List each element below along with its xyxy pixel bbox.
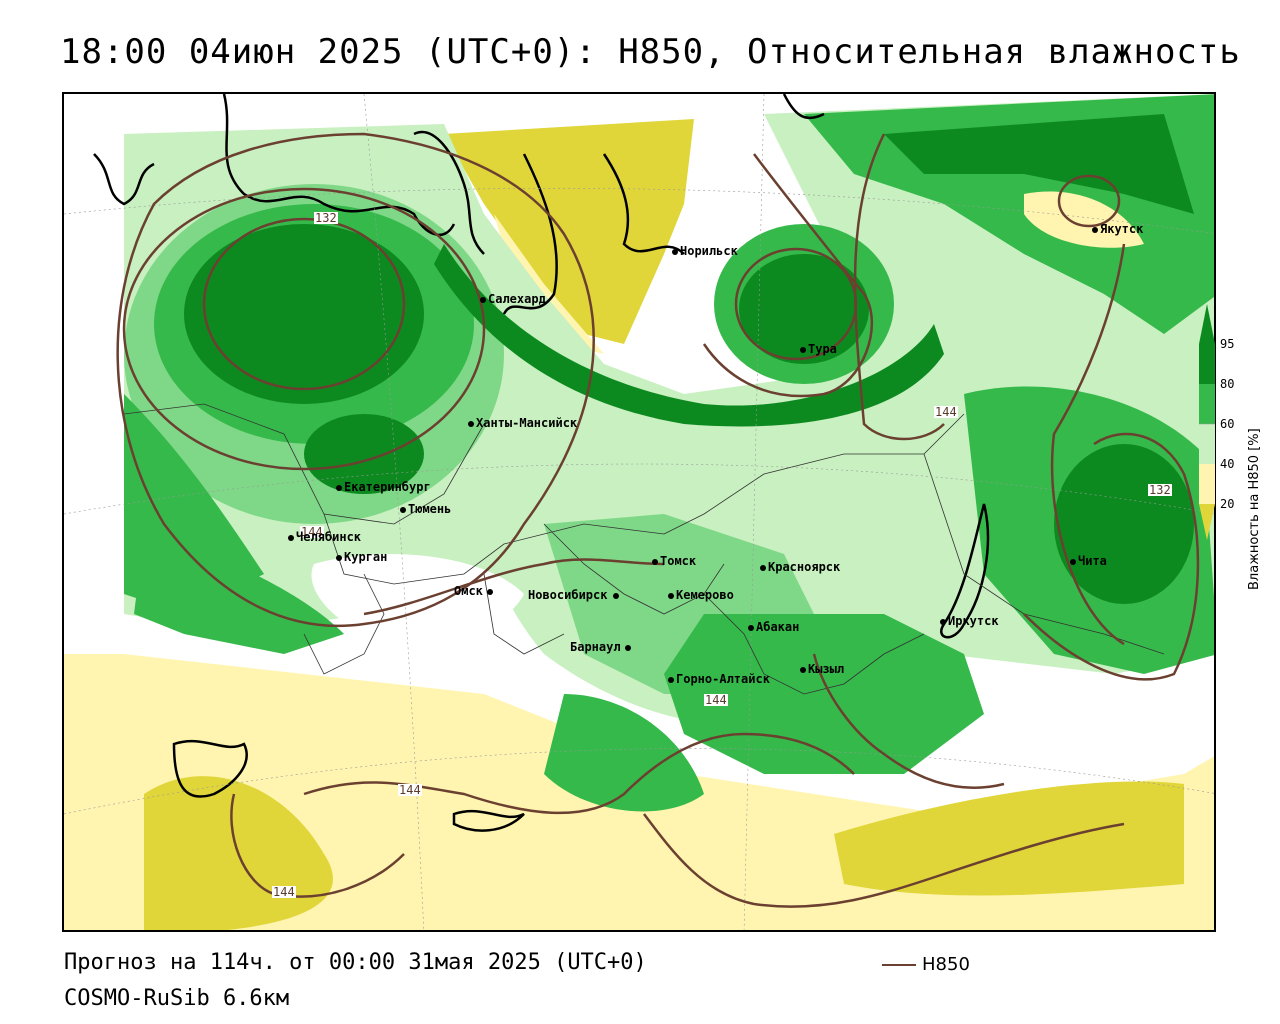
contour-inner-west [202, 217, 406, 391]
contour-label: 144 [272, 885, 296, 899]
model-name: COSMO-RuSib 6.6км [64, 986, 290, 1011]
contour-144-west [116, 132, 595, 628]
coastline [93, 94, 990, 832]
very-humid-core-west [184, 224, 424, 404]
contour-label: 144 [704, 693, 728, 707]
city-irkutsk[interactable]: Иркутск [940, 614, 999, 628]
city-chita[interactable]: Чита [1070, 554, 1107, 568]
city-ekaterinburg[interactable]: Екатеринбург [336, 480, 431, 494]
city-kurgan[interactable]: Курган [336, 550, 387, 564]
city-krasnoyarsk[interactable]: Красноярск [760, 560, 840, 574]
very-humid-core-tura [739, 254, 869, 364]
city-norilsk[interactable]: Норильск [672, 244, 738, 258]
city-barnaul[interactable]: Барнаул [570, 640, 633, 654]
contour-label: 144 [300, 525, 324, 539]
city-tomsk[interactable]: Томск [652, 554, 696, 568]
legend-colorbar [1199, 304, 1215, 540]
city-omsk[interactable]: Омск [454, 584, 495, 598]
contour-label: 144 [934, 405, 958, 419]
legend-tick: 95 [1220, 337, 1235, 351]
humidity-legend: 95 80 60 40 20 [1198, 300, 1278, 600]
region-borders [123, 403, 1165, 695]
contour-yakutsk [1057, 174, 1121, 228]
legend-tick: 60 [1220, 417, 1235, 431]
map-canvas[interactable]: 132 144 144 144 144 132 144 Норильск Яку… [62, 92, 1216, 932]
city-tura[interactable]: Тура [800, 342, 837, 356]
contour-line-swatch [882, 964, 916, 966]
humid-band [434, 244, 944, 427]
city-chelyabinsk[interactable]: Челябинск [288, 530, 361, 544]
very-dry-area-north [444, 119, 694, 344]
city-kemerovo[interactable]: Кемерово [668, 588, 734, 602]
map-title: 18:00 04июн 2025 (UTC+0): H850, Относите… [60, 32, 1241, 72]
contour-label: 132 [314, 211, 338, 225]
city-abakan[interactable]: Абакан [748, 620, 799, 634]
very-dry-area-southeast [834, 781, 1184, 896]
contour-series-legend: H850 [882, 954, 970, 975]
contour-label: 144 [398, 783, 422, 797]
contour-label: 132 [1148, 483, 1172, 497]
city-gorno-altaysk[interactable]: Горно-Алтайск [668, 672, 770, 686]
city-kyzyl[interactable]: Кызыл [800, 662, 844, 676]
city-tyumen[interactable]: Тюмень [400, 502, 451, 516]
contour-132-west [122, 187, 486, 471]
city-novosibirsk[interactable]: Новосибирск [528, 588, 621, 602]
legend-tick: 80 [1220, 377, 1235, 391]
forecast-info: Прогноз на 114ч. от 00:00 31мая 2025 (UT… [64, 950, 647, 975]
city-salekhard[interactable]: Салехард [480, 292, 546, 306]
legend-tick: 40 [1220, 457, 1235, 471]
city-khanty-mansiysk[interactable]: Ханты-Мансийск [468, 416, 577, 430]
legend-tick: 20 [1220, 497, 1235, 511]
city-yakutsk[interactable]: Якутск [1092, 222, 1143, 236]
legend-label: Влажность на H850 [%] [1247, 428, 1262, 590]
humidity-field [64, 94, 1214, 930]
